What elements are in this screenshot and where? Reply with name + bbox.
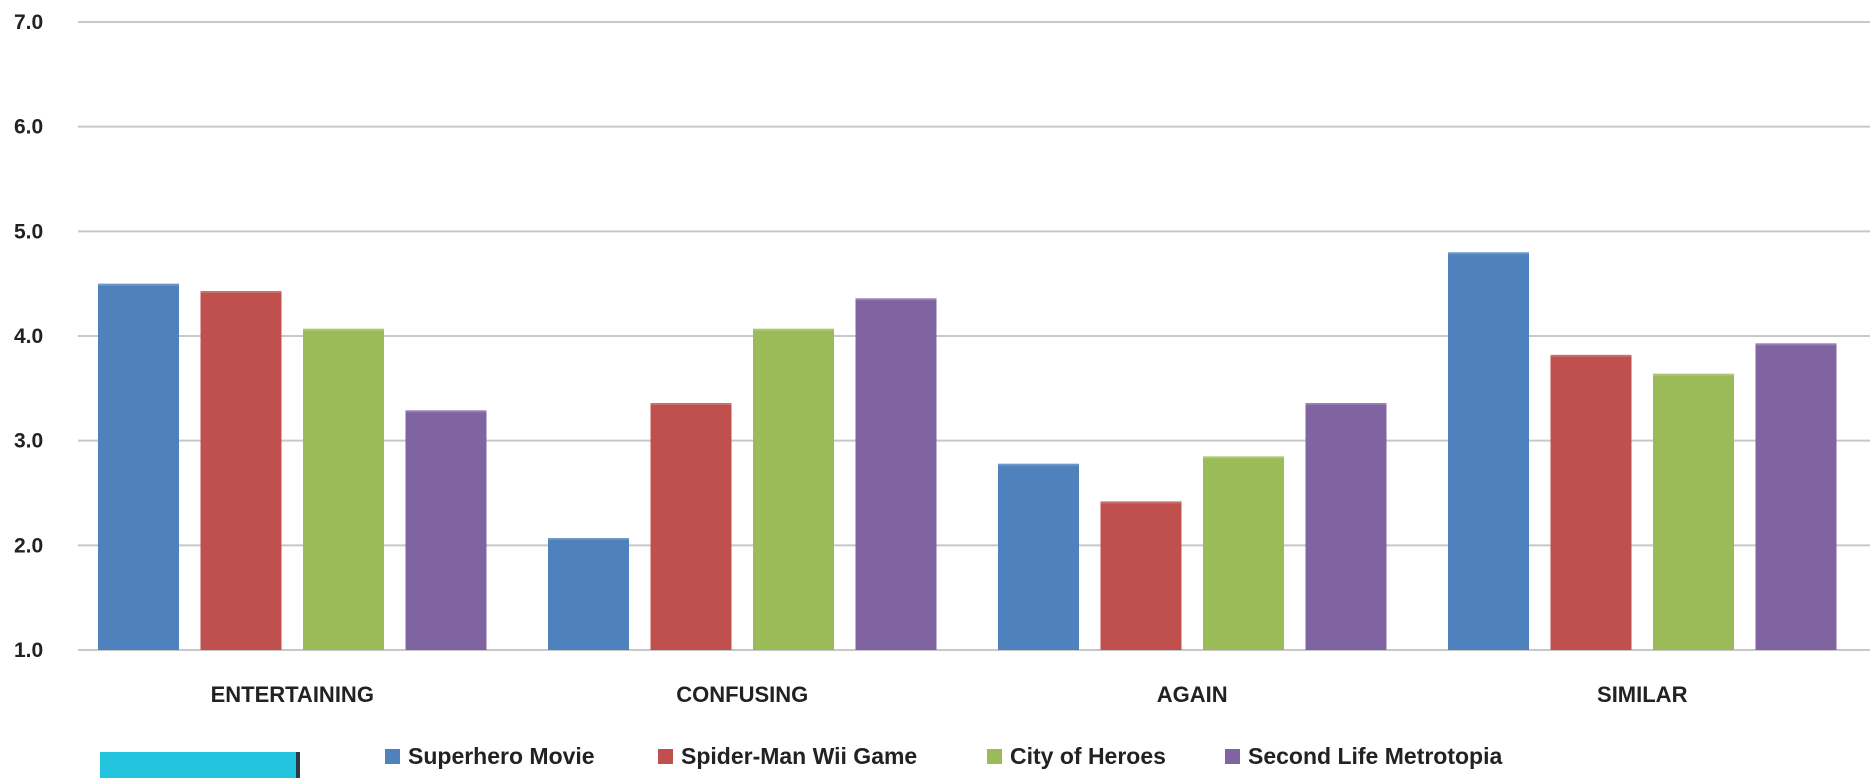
bar [1203, 456, 1284, 650]
accent-block [100, 752, 296, 778]
accent-block-edge [296, 752, 300, 778]
legend-swatch [385, 749, 400, 764]
decoration [100, 752, 300, 778]
bar-highlight [650, 402, 732, 405]
legend-label: Superhero Movie [408, 743, 595, 769]
bar [1100, 501, 1182, 650]
bar [548, 538, 629, 650]
y-tick-label: 2.0 [14, 534, 43, 557]
bar [303, 328, 384, 650]
legend-label: City of Heroes [1010, 743, 1166, 769]
x-tick-label: CONFUSING [676, 682, 808, 707]
bar-highlight [1305, 402, 1387, 405]
bar [1755, 343, 1837, 650]
legend: Superhero Movie Spider-Man Wii Game City o… [385, 743, 1503, 769]
bar-highlight [98, 283, 179, 286]
legend-label: Second Life Metrotopia [1248, 743, 1503, 769]
bar [405, 410, 487, 650]
legend-label: Spider-Man Wii Game [681, 743, 917, 769]
bar [753, 328, 834, 650]
bar-highlight [200, 290, 282, 293]
bar-highlight [753, 328, 834, 331]
bars [98, 252, 1837, 650]
x-tick-label: SIMILAR [1597, 682, 1688, 707]
bar-highlight [1100, 501, 1182, 504]
bar-highlight [303, 328, 384, 331]
bar-highlight [998, 463, 1079, 466]
y-tick-label: 7.0 [14, 11, 43, 34]
y-axis-ticks: 1.0 2.0 3.0 4.0 5.0 6.0 7.0 [14, 11, 43, 662]
bar [1305, 402, 1387, 650]
bar-highlight [1550, 354, 1632, 357]
bar-highlight [855, 298, 937, 301]
bar [855, 298, 937, 650]
bar-highlight [1203, 456, 1284, 459]
y-tick-label: 1.0 [14, 639, 43, 662]
bar-highlight [1755, 343, 1837, 346]
bar [98, 283, 179, 650]
y-tick-label: 4.0 [14, 325, 43, 348]
y-tick-label: 6.0 [14, 116, 43, 139]
x-axis-ticks: ENTERTAINING CONFUSING AGAIN SIMILAR [211, 682, 1688, 707]
bar-highlight [548, 538, 629, 541]
bar [998, 463, 1079, 650]
bar [200, 290, 282, 650]
legend-swatch [987, 749, 1002, 764]
bar [1448, 252, 1529, 650]
bar-highlight [1653, 373, 1734, 376]
legend-swatch [1225, 749, 1240, 764]
bar-highlight [405, 410, 487, 413]
bar [650, 402, 732, 650]
bar [1653, 373, 1734, 650]
legend-swatch [658, 749, 673, 764]
y-tick-label: 3.0 [14, 430, 43, 453]
bar [1550, 354, 1632, 650]
x-tick-label: AGAIN [1157, 682, 1228, 707]
bar-highlight [1448, 252, 1529, 255]
y-tick-label: 5.0 [14, 220, 43, 243]
x-tick-label: ENTERTAINING [211, 682, 374, 707]
